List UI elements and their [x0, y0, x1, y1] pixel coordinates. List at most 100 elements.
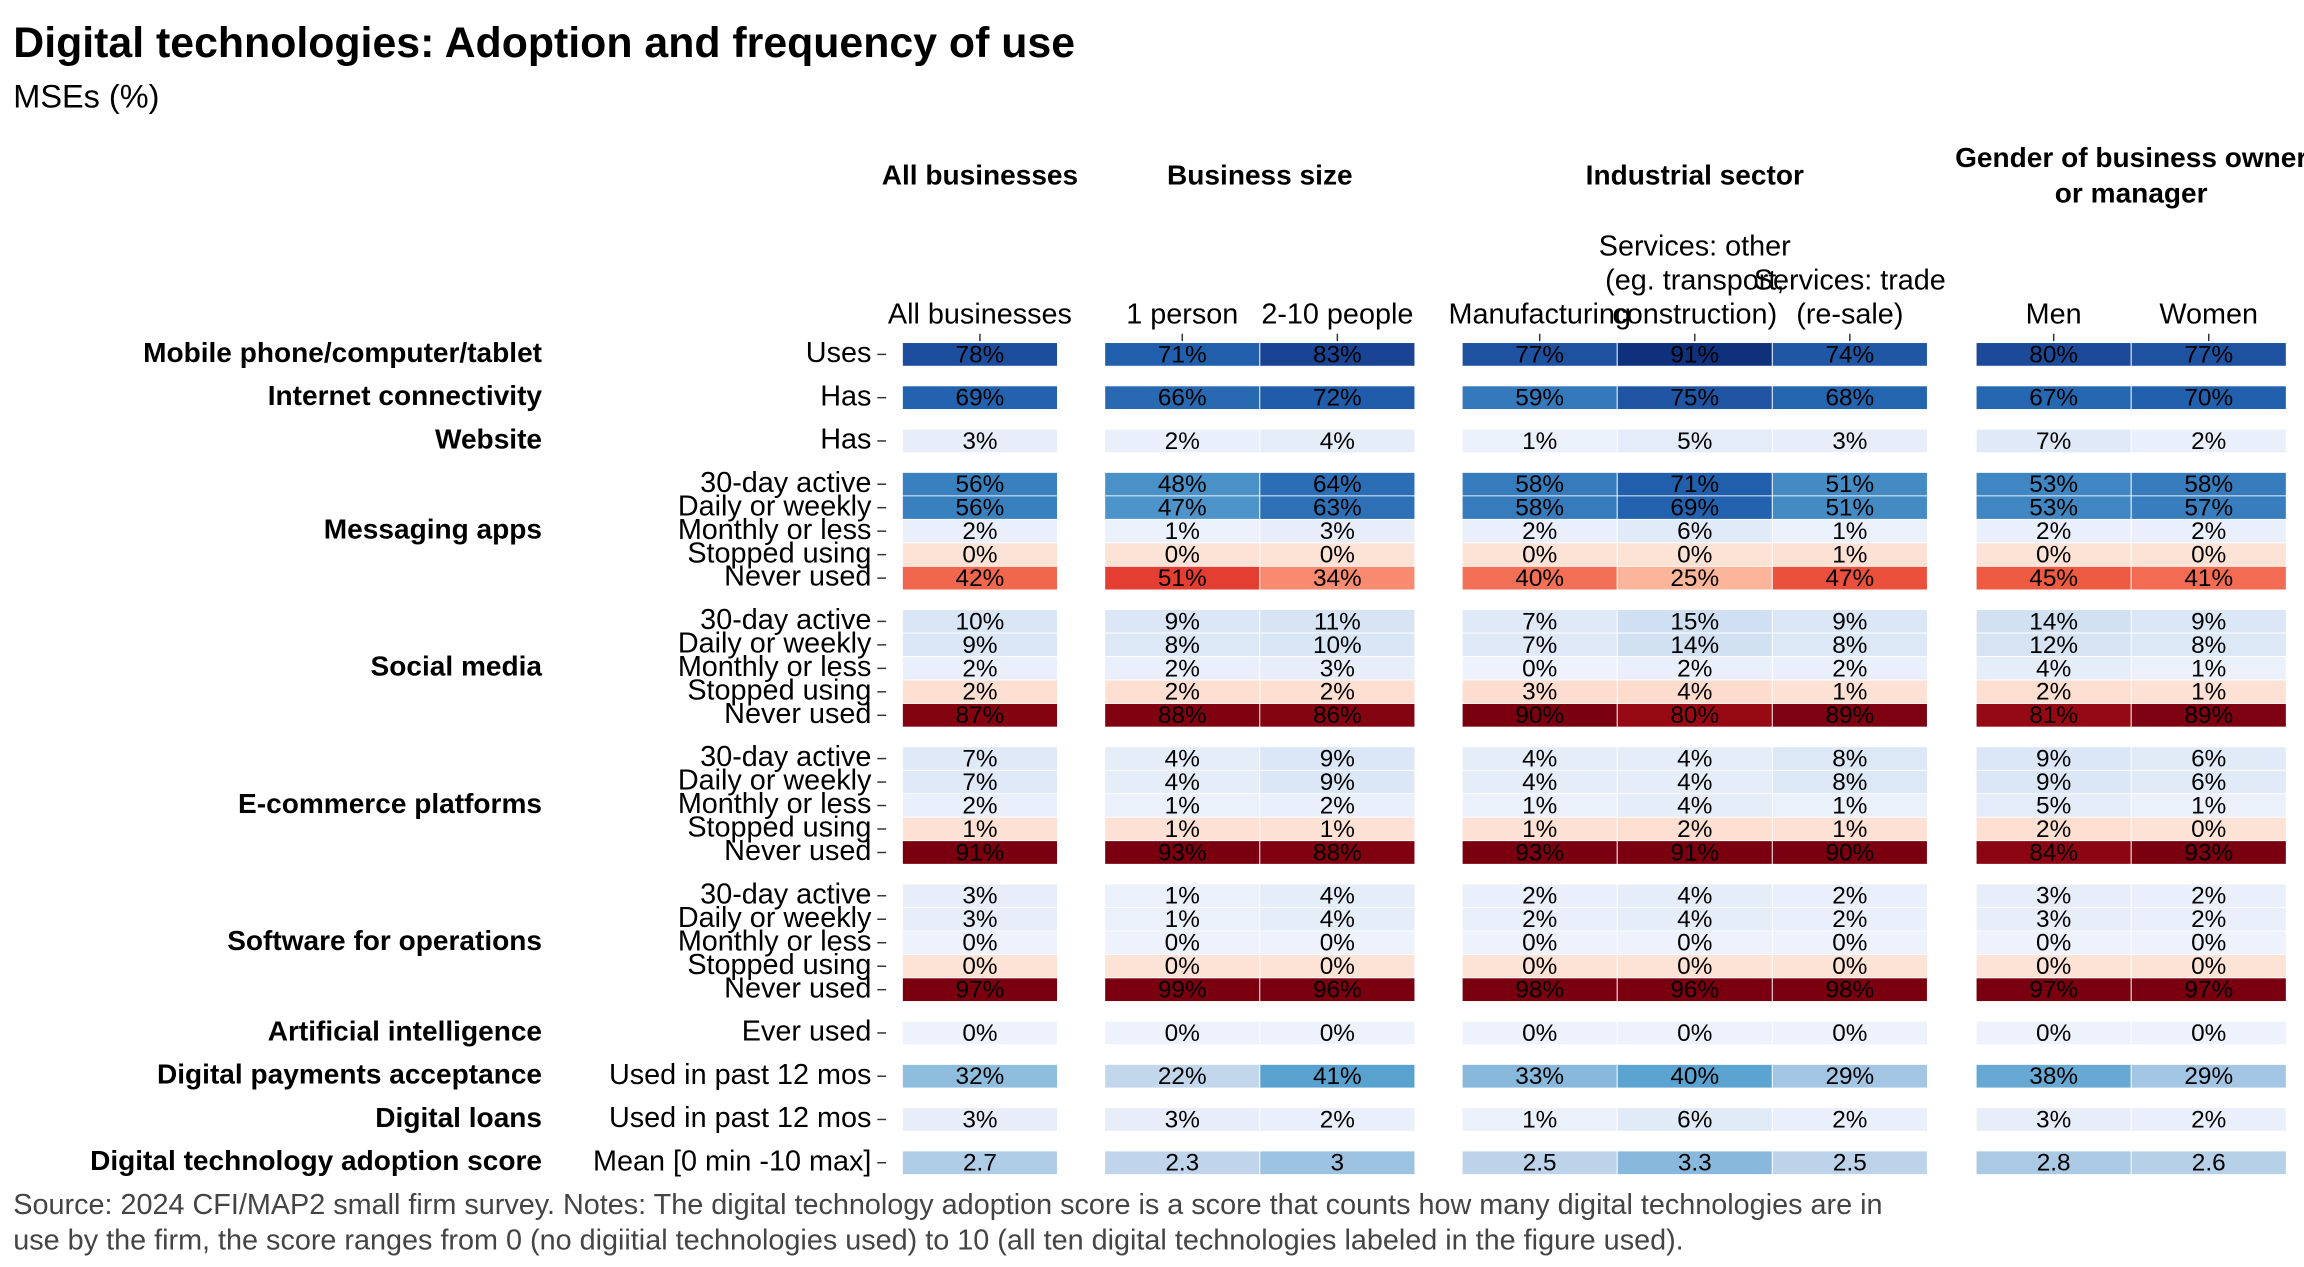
column-label: Services: other [1599, 231, 1791, 263]
row-group-label: Internet connectivity [268, 380, 543, 411]
cell-label: 2% [962, 518, 997, 545]
row-label: Monthly or less [678, 651, 872, 683]
cell-label: 0% [2036, 1020, 2071, 1047]
row-label: Daily or weekly [678, 627, 872, 659]
cell-label: 69% [1670, 495, 1719, 522]
heatmap-cell [2130, 703, 2287, 728]
cell-label: 68% [1825, 385, 1874, 412]
cell-label: 59% [1515, 385, 1564, 412]
column-label: (eg. transport, [1605, 265, 1784, 297]
cell-label: 3% [1522, 679, 1557, 706]
cell-label: 0% [1522, 930, 1557, 957]
cell-label: 87% [956, 702, 1005, 729]
cell-label: 0% [2036, 542, 2071, 569]
cell-label: 89% [1825, 702, 1874, 729]
cell-label: 9% [1320, 745, 1355, 772]
cell-label: 3% [1320, 518, 1355, 545]
heatmap-cell [1259, 840, 1416, 865]
cell-label: 9% [2036, 745, 2071, 772]
cell-label: 2% [1832, 1106, 1867, 1133]
cell-label: 1% [1832, 518, 1867, 545]
note-line: use by the firm, the score ranges from 0… [13, 1225, 1683, 1257]
cell-label: 51% [1825, 495, 1874, 522]
cell-label: 22% [1158, 1063, 1207, 1090]
cell-label: 4% [1522, 745, 1557, 772]
cell-label: 67% [2029, 385, 2078, 412]
row-group-label: E-commerce platforms [238, 788, 542, 819]
heatmap-cell [901, 385, 1058, 410]
cell-label: 0% [1677, 930, 1712, 957]
cell-label: 0% [962, 1020, 997, 1047]
cell-label: 99% [1158, 977, 1207, 1004]
cell-label: 1% [1165, 792, 1200, 819]
heatmap-cell [1771, 1020, 1928, 1046]
cell-label: 4% [1677, 906, 1712, 933]
cell-label: 0% [2191, 953, 2226, 980]
cell-label: 3% [962, 883, 997, 910]
note-line: Source: 2024 CFI/MAP2 small firm survey.… [13, 1189, 1882, 1221]
cell-label: 88% [1158, 702, 1207, 729]
cell-label: 0% [1832, 1020, 1867, 1047]
row-label: Uses [806, 337, 872, 369]
cell-label: 7% [962, 745, 997, 772]
cell-label: 2% [2191, 883, 2226, 910]
cell-label: 80% [1670, 702, 1719, 729]
heatmap-cell [1771, 1063, 1928, 1089]
cell-label: 7% [1522, 608, 1557, 635]
cell-label: 2.3 [1165, 1150, 1199, 1177]
cell-label: 3% [962, 906, 997, 933]
column-label: Women [2159, 299, 2258, 331]
row-label: Never used [724, 561, 871, 593]
cell-label: 8% [2191, 632, 2226, 659]
cell-label: 1% [1832, 542, 1867, 569]
cell-label: 71% [1670, 471, 1719, 498]
cell-label: 91% [1670, 839, 1719, 866]
column-label: All businesses [888, 299, 1072, 331]
cell-label: 0% [1522, 655, 1557, 682]
cell-label: 3% [1320, 655, 1355, 682]
cell-label: 6% [2191, 745, 2226, 772]
cell-label: 70% [2184, 385, 2233, 412]
cell-label: 7% [2036, 428, 2071, 455]
cell-label: 58% [2184, 471, 2233, 498]
heatmap-cell [1259, 703, 1416, 728]
chart-subtitle: MSEs (%) [13, 79, 159, 115]
cell-label: 96% [1670, 977, 1719, 1004]
cell-label: 2% [962, 792, 997, 819]
heatmap-cell [901, 565, 1058, 591]
cell-label: 0% [2036, 953, 2071, 980]
cell-label: 6% [1677, 1106, 1712, 1133]
cell-label: 77% [1515, 341, 1564, 368]
cell-label: 1% [1522, 816, 1557, 843]
cell-label: 3% [2036, 906, 2071, 933]
row-label: Has [820, 380, 871, 412]
row-label: Monthly or less [678, 788, 872, 820]
heatmap-cell [2130, 342, 2287, 367]
heatmap-cell [2130, 1150, 2287, 1176]
cell-label: 1% [1832, 792, 1867, 819]
cell-label: 0% [2036, 930, 2071, 957]
heatmap-cell [901, 428, 1058, 454]
cell-label: 69% [956, 385, 1005, 412]
cell-label: 4% [1320, 428, 1355, 455]
cell-label: 3% [962, 428, 997, 455]
cell-label: 63% [1313, 495, 1362, 522]
cell-label: 10% [1313, 632, 1362, 659]
cell-label: 89% [2184, 702, 2233, 729]
cell-label: 4% [1677, 679, 1712, 706]
cell-label: 0% [962, 930, 997, 957]
cell-label: 25% [1670, 565, 1719, 592]
cell-label: 72% [1313, 385, 1362, 412]
column-label: 2-10 people [1261, 299, 1413, 331]
heatmap-cell [2130, 1020, 2287, 1046]
cell-label: 58% [1515, 495, 1564, 522]
cell-label: 93% [2184, 839, 2233, 866]
cell-label: 2% [2036, 518, 2071, 545]
heatmap-cell [901, 1020, 1058, 1046]
cell-label: 3% [962, 1106, 997, 1133]
cell-label: 96% [1313, 977, 1362, 1004]
cell-label: 90% [1515, 702, 1564, 729]
cell-label: 0% [1320, 542, 1355, 569]
cell-label: 2% [962, 655, 997, 682]
row-label: Mean [0 min -10 max] [593, 1145, 871, 1177]
